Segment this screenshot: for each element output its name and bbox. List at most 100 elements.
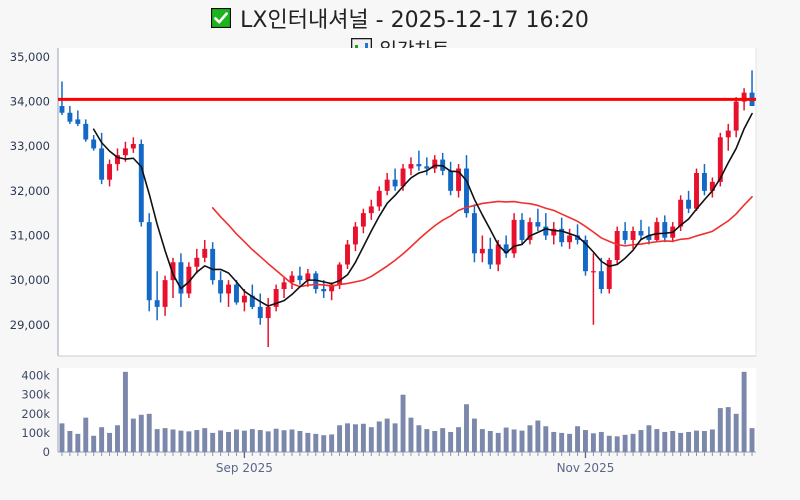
volume-bar [210, 432, 216, 452]
candle-body [448, 170, 454, 191]
candle-body [559, 228, 565, 243]
candle-body [535, 222, 541, 227]
candle-body [83, 123, 89, 140]
volume-bar [321, 435, 327, 452]
candle-body [376, 190, 382, 207]
volume-bar [392, 423, 398, 452]
volume-bar [519, 430, 525, 452]
candle-body [345, 244, 350, 265]
title-row: LX인터내셔널 - 2025-12-17 16:20 [0, 0, 800, 34]
volume-bar [701, 431, 707, 452]
volume-bar [186, 431, 192, 452]
candle-body [456, 168, 462, 191]
candle-body [583, 239, 588, 272]
candle-body [471, 213, 477, 254]
candle-body [186, 266, 192, 294]
volume-bar [162, 428, 168, 452]
candle-body [178, 262, 184, 294]
volume-bar [75, 433, 81, 452]
candle-body [210, 248, 216, 281]
volume-bar [345, 423, 350, 452]
candle-body [686, 199, 692, 209]
volume-bar [130, 418, 136, 452]
candle-body [400, 168, 406, 187]
volume-y-tick-label: 0 [43, 445, 50, 459]
volume-bar [337, 425, 343, 452]
candle-body [273, 289, 279, 307]
volume-bar [733, 413, 739, 452]
candle-body [646, 235, 652, 240]
candle-body [289, 275, 295, 283]
volume-bar [606, 435, 612, 452]
volume-bar [559, 432, 565, 452]
candlesticks [59, 70, 755, 348]
candle-body [495, 244, 501, 265]
candle-body [606, 260, 612, 290]
candle-body [281, 282, 287, 290]
candle-body [384, 179, 390, 191]
volume-bar [678, 432, 684, 452]
volume-bar [456, 427, 462, 452]
candle-body [654, 222, 660, 240]
candle-body [218, 280, 224, 294]
candle-body [630, 231, 636, 240]
volume-bar [440, 428, 446, 452]
candle-body [313, 273, 319, 290]
candle-body [67, 112, 73, 122]
price-plot-area [58, 48, 756, 356]
candle-body [249, 295, 255, 307]
volume-bar [352, 424, 358, 452]
price-y-tick-label: 31,000 [10, 228, 50, 242]
candle-body [122, 148, 128, 156]
volume-bar [448, 431, 454, 452]
x-axis: Sep 2025 Nov 2025 [61, 452, 753, 475]
volume-bar [59, 423, 65, 452]
candle-body [162, 280, 168, 307]
volume-bar [234, 429, 239, 452]
candle-body [416, 164, 422, 167]
price-y-tick-label: 29,000 [10, 318, 50, 332]
page-title: LX인터내셔널 - 2025-12-17 16:20 [240, 8, 589, 33]
candle-body [717, 137, 723, 182]
volume-bar [368, 427, 374, 452]
volume-bar [67, 431, 73, 452]
volume-bar [257, 430, 263, 452]
candle-body [432, 159, 438, 169]
candle-body [241, 295, 247, 303]
volume-bar [598, 431, 604, 452]
volume-bar [146, 413, 152, 452]
candle-body [701, 172, 707, 191]
volume-bar [138, 414, 144, 452]
candle-body [305, 273, 311, 281]
volume-bar [194, 430, 200, 452]
volume-bar [709, 429, 715, 452]
volume-bar [305, 432, 311, 452]
volume-bar [543, 426, 549, 452]
volume-bar [464, 404, 469, 452]
volume-bar [527, 425, 533, 452]
candle-body [575, 235, 580, 240]
volume-bar [329, 434, 335, 452]
candle-body [424, 166, 430, 169]
volume-bar [567, 433, 573, 452]
candle-body [392, 179, 398, 187]
volume-bar [503, 427, 509, 452]
price-y-tick-label: 34,000 [10, 95, 50, 109]
candle-body [329, 284, 335, 292]
candle-body [519, 219, 525, 240]
candle-body [115, 155, 120, 165]
volume-bar [614, 436, 620, 452]
volume-bar [686, 431, 692, 452]
volume-bar [725, 407, 731, 452]
volume-bar [400, 394, 406, 452]
volume-bar [749, 428, 755, 452]
volume-bar [273, 428, 279, 452]
candle-body [130, 143, 136, 149]
volume-bar [297, 431, 303, 452]
volume-bar [511, 429, 517, 452]
candle-body [741, 92, 747, 102]
volume-bar [590, 433, 596, 452]
candle-body [194, 257, 200, 267]
